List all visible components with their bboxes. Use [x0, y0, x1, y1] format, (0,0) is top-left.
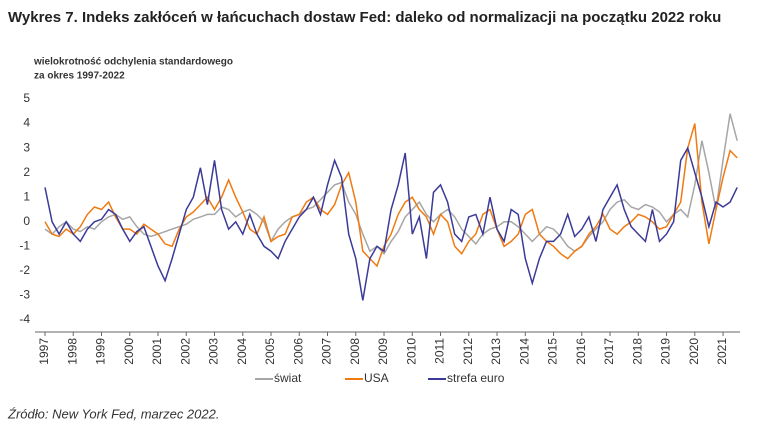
y-tick-label: 3 [23, 140, 30, 154]
x-tick-label: 2009 [376, 338, 390, 365]
y-tick-label: 5 [23, 91, 30, 105]
y-tick-label: 1 [23, 189, 30, 203]
x-tick-label: 2014 [517, 338, 531, 365]
line-series [44, 146, 738, 301]
x-tick-label: 2001 [150, 338, 164, 365]
x-tick-label: 2021 [715, 338, 729, 365]
y-tick-label: -3 [19, 288, 30, 302]
x-tick-label: 2016 [574, 338, 588, 365]
x-tick-label: 2018 [630, 338, 644, 365]
line-series [44, 123, 738, 268]
x-tick-label: 1997 [37, 338, 51, 365]
x-tick-label: 2002 [178, 338, 192, 365]
legend-label: świat [274, 371, 302, 385]
x-tick-label: 1998 [65, 338, 79, 365]
x-tick-label: 2004 [235, 338, 249, 365]
x-tick-label: 2013 [489, 338, 503, 365]
y-label: za okres 1997-2022 [34, 71, 125, 82]
chart-title: Wykres 7. Indeks zakłóceń w łańcuchach d… [8, 9, 721, 26]
x-tick-label: 2011 [433, 338, 447, 364]
x-tick-label: 2006 [291, 338, 305, 365]
x-tick-label: 1999 [94, 338, 108, 365]
x-tick-label: 2003 [207, 338, 221, 365]
y-tick-label: -4 [19, 312, 30, 326]
x-tick-label: 2017 [602, 338, 616, 365]
legend-label: USA [364, 371, 389, 385]
x-tick-label: 2012 [461, 338, 475, 365]
y-tick-label: 0 [23, 214, 30, 228]
y-tick-label: -1 [19, 239, 30, 253]
y-tick-label: -2 [19, 263, 30, 277]
y-tick-label: 2 [23, 165, 30, 179]
x-tick-label: 2005 [263, 338, 277, 365]
legend-label: strefa euro [447, 371, 505, 385]
y-tick-label: 4 [23, 116, 30, 130]
x-tick-label: 2000 [122, 338, 136, 365]
source: Źródło: New York Fed, marzec 2022. [7, 406, 219, 421]
x-tick-label: 2007 [320, 338, 334, 365]
x-tick-label: 2015 [546, 338, 560, 365]
x-tick-label: 2019 [659, 338, 673, 365]
y-label: wielokrotność odchylenia standardowego [33, 57, 233, 68]
x-tick-label: 2008 [348, 338, 362, 365]
x-tick-label: 2010 [404, 338, 418, 365]
x-tick-label: 2020 [687, 338, 701, 365]
